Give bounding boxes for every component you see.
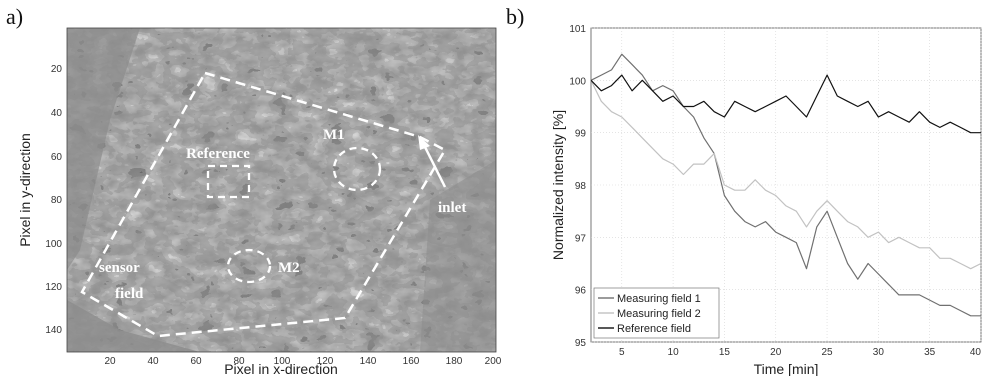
x-tick-label: 40 — [970, 347, 982, 358]
x-tick-label: 10 — [668, 347, 680, 358]
image-x-axis-title: Pixel in x-direction — [224, 361, 338, 376]
x-tick-label: 5 — [619, 347, 625, 358]
image-y-tick: 20 — [51, 64, 63, 75]
image-y-axis-title: Pixel in y-direction — [17, 133, 33, 247]
grid — [591, 28, 981, 342]
image-x-tick: 20 — [104, 356, 116, 367]
field-label: field — [115, 286, 144, 302]
image-panel: M1 M2 Reference inlet sensor field 20 40… — [0, 0, 505, 376]
x-tick-label: 30 — [873, 347, 885, 358]
x-tick-label: 35 — [924, 347, 936, 358]
m2-label: M2 — [278, 260, 300, 276]
image-y-ticks: 20 40 60 80 100 120 140 — [45, 64, 62, 336]
series-line-1 — [591, 54, 981, 316]
y-tick-label: 96 — [575, 286, 587, 297]
series-group — [591, 54, 981, 316]
m1-label: M1 — [323, 127, 345, 143]
image-y-tick: 80 — [51, 195, 63, 206]
y-tick-label: 95 — [575, 338, 587, 349]
chart-x-axis-title: Time [min] — [754, 361, 819, 376]
plot-area — [591, 28, 981, 342]
image-y-tick: 140 — [45, 325, 62, 336]
panel-label-b: b) — [506, 4, 524, 30]
chart-y-axis-title: Normalized intensity [%] — [550, 110, 566, 260]
image-x-tick: 200 — [485, 356, 502, 367]
legend: Measuring field 1 Measuring field 2 Refe… — [594, 288, 719, 338]
image-y-tick: 120 — [45, 282, 62, 293]
series-line-2 — [591, 80, 981, 268]
image-x-tick: 60 — [190, 356, 202, 367]
y-tick-label: 98 — [575, 181, 587, 192]
y-tick-label: 97 — [575, 233, 587, 244]
x-tick-label: 25 — [821, 347, 833, 358]
y-tick-label: 100 — [569, 76, 586, 87]
legend-label-2: Measuring field 2 — [617, 308, 701, 320]
image-x-tick: 180 — [446, 356, 463, 367]
x-tick-label: 20 — [770, 347, 782, 358]
image-x-tick: 40 — [147, 356, 159, 367]
legend-box — [594, 288, 719, 338]
sensor-label: sensor — [99, 260, 140, 276]
image-y-tick: 40 — [51, 108, 63, 119]
legend-label-1: Measuring field 1 — [617, 293, 701, 305]
y-tick-label: 99 — [575, 129, 587, 140]
series-line-3 — [591, 75, 981, 133]
chart-ticks: 5 10 15 20 25 30 35 40 95 96 97 98 99 100 101 — [569, 24, 981, 358]
image-y-tick: 100 — [45, 239, 62, 250]
reference-label: Reference — [186, 146, 250, 162]
inlet-label: inlet — [438, 200, 466, 216]
x-tick-label: 15 — [719, 347, 731, 358]
image-x-tick: 140 — [360, 356, 377, 367]
y-tick-label: 101 — [569, 24, 586, 35]
image-y-tick: 60 — [51, 152, 63, 163]
image-x-tick: 160 — [403, 356, 420, 367]
legend-label-3: Reference field — [617, 323, 691, 335]
